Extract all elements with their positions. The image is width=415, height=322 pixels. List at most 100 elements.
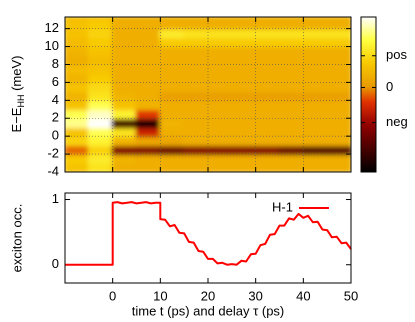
heatmap-cell — [65, 117, 90, 129]
heatmap-cell — [65, 153, 90, 165]
heatmap-cell — [207, 135, 233, 147]
heatmap-cell — [183, 108, 209, 120]
heatmap-cell — [87, 72, 114, 84]
heatmap-cell — [326, 45, 351, 57]
heatmap-cell — [326, 63, 351, 75]
heatmap-cell — [254, 45, 281, 57]
heatmap-cell — [87, 108, 114, 120]
heatmap-cell — [65, 27, 90, 39]
x-tick-label: 50 — [344, 288, 358, 303]
heatmap-cell — [207, 54, 233, 66]
heatmap-cell — [159, 54, 186, 66]
heatmap-cell — [65, 108, 90, 120]
heatmap-cell — [230, 27, 257, 39]
colorbar — [360, 16, 377, 173]
x-tick-label: 40 — [296, 288, 310, 303]
heatmap-cell — [278, 63, 305, 75]
heatmap-cell — [207, 117, 233, 129]
heatmap-cell — [302, 162, 329, 172]
heatmap-cell — [183, 90, 209, 102]
heatmap-cell — [111, 27, 138, 39]
heatmap-cell — [159, 135, 186, 147]
heatmap-cell — [65, 72, 90, 84]
heatmap-cell — [183, 72, 209, 84]
heatmap-cell — [87, 117, 114, 129]
heatmap-cell — [183, 162, 209, 172]
heatmap-cell — [230, 18, 257, 30]
y-axis-label: exciton occ. — [9, 204, 24, 273]
y-tick-label: -4 — [47, 163, 59, 178]
heatmap-cell — [135, 27, 162, 39]
y-tick-label: 4 — [52, 92, 59, 107]
heatmap-cell — [65, 126, 90, 138]
heatmap-cell — [278, 54, 305, 66]
heatmap-cell — [326, 153, 351, 165]
heatmap-cell — [278, 27, 305, 39]
heatmap-cell — [254, 126, 281, 138]
heatmap-cell — [326, 54, 351, 66]
heatmap-cell — [230, 63, 257, 75]
heatmap-cell — [87, 99, 114, 111]
heatmap-cell — [326, 126, 351, 138]
heatmap-cell — [278, 17, 305, 21]
heatmap-cell — [302, 36, 329, 48]
y-tick-label: 2 — [52, 110, 59, 125]
heatmap-cell — [278, 72, 305, 84]
heatmap-cell — [207, 99, 233, 111]
heatmap-cell — [159, 117, 186, 129]
heatmap-cell — [254, 135, 281, 147]
heatmap-cell — [183, 135, 209, 147]
heatmap-cell — [207, 153, 233, 165]
heatmap-cell — [135, 17, 162, 21]
heatmap-cell — [135, 45, 162, 57]
heatmap-cell — [230, 90, 257, 102]
heatmap-cell — [326, 81, 351, 93]
heatmap-cell — [207, 27, 233, 39]
heatmap-cell — [135, 153, 162, 165]
heatmap-cell — [254, 27, 281, 39]
heatmap-cell — [302, 108, 329, 120]
heatmap-cell — [254, 81, 281, 93]
heatmap-cell — [302, 81, 329, 93]
y-axis-label: E−EHH (meV) — [9, 56, 26, 133]
heatmap-cell — [135, 135, 162, 147]
heatmap-cell — [254, 72, 281, 84]
heatmap-cell — [302, 72, 329, 84]
heatmap-cell — [302, 153, 329, 165]
heatmap-cell — [278, 162, 305, 172]
colorbar-label: 0 — [386, 79, 393, 94]
heatmap-cell — [302, 117, 329, 129]
heatmap-cell — [326, 162, 351, 172]
heatmap-cell — [230, 17, 257, 21]
heatmap-cell — [135, 63, 162, 75]
heatmap-cell — [65, 18, 90, 30]
heatmap-cell — [230, 144, 257, 156]
heatmap-cell — [65, 144, 90, 156]
heatmap-cell — [159, 144, 186, 156]
heatmap-cell — [278, 108, 305, 120]
heatmap-cell — [65, 54, 90, 66]
heatmap-cell — [135, 18, 162, 30]
heatmap-cell — [302, 27, 329, 39]
x-tick-label: 10 — [153, 288, 167, 303]
heatmap-cell — [326, 108, 351, 120]
heatmap-cell — [326, 27, 351, 39]
heatmap-cell — [207, 126, 233, 138]
heatmap-cell — [65, 90, 90, 102]
heatmap-cell — [326, 135, 351, 147]
heatmap-cell — [111, 54, 138, 66]
heatmap-cell — [230, 126, 257, 138]
heatmap-cell — [254, 99, 281, 111]
y-tick-label: 1 — [52, 191, 59, 206]
y-tick-label: 12 — [45, 20, 59, 35]
heatmap-cell — [159, 72, 186, 84]
data-line — [65, 201, 352, 266]
heatmap-cell — [230, 81, 257, 93]
heatmap-cell — [302, 17, 329, 21]
heatmap-cell — [135, 81, 162, 93]
heatmap-cell — [278, 99, 305, 111]
x-axis-label: time t (ps) and delay τ (ps) — [132, 303, 285, 318]
heatmap-cell — [207, 45, 233, 57]
heatmap-cell — [302, 90, 329, 102]
